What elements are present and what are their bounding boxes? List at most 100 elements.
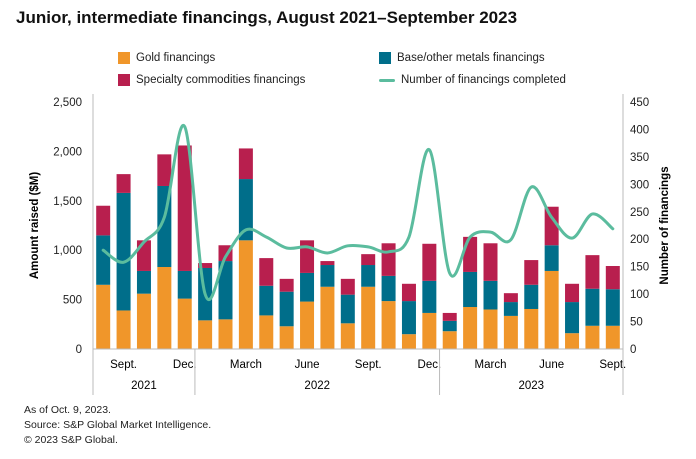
bar-gold: [544, 270, 559, 349]
bar-gold: [279, 326, 294, 349]
bar-specialty: [238, 148, 253, 180]
bar-base: [401, 301, 416, 335]
bar-specialty: [585, 255, 600, 289]
bar-base: [136, 270, 151, 294]
bar-base: [340, 294, 355, 324]
left-tick-label: 2,000: [53, 146, 82, 158]
month-label: Dec.: [418, 359, 442, 371]
legend-label-gold: Gold financings: [136, 52, 216, 64]
bar-gold: [442, 331, 457, 349]
bar-gold: [320, 286, 335, 349]
bar-gold: [483, 309, 498, 349]
bar-specialty: [565, 283, 580, 303]
bar-specialty: [422, 243, 437, 281]
bar-gold: [401, 334, 416, 349]
year-label: 2023: [518, 380, 544, 392]
right-tick-label: 150: [630, 262, 649, 274]
legend-item-gold: Gold financings: [118, 52, 215, 64]
bar-gold: [381, 301, 396, 349]
bar-specialty: [340, 278, 355, 295]
bar-base: [463, 271, 478, 308]
chart-title: Junior, intermediate financings, August …: [16, 8, 518, 27]
footer-as-of: As of Oct. 9, 2023.: [24, 404, 111, 416]
legend-label-base: Base/other metals financings: [397, 52, 545, 64]
bar-base: [544, 245, 559, 271]
bar-base: [116, 192, 131, 311]
bar-base: [259, 285, 274, 316]
right-tick-label: 300: [630, 179, 649, 191]
bar-specialty: [300, 240, 315, 273]
bar-specialty: [157, 154, 172, 186]
right-tick-label: 50: [630, 317, 643, 329]
month-label: March: [230, 359, 262, 371]
right-tick-label: 350: [630, 152, 649, 164]
right-tick-label: 400: [630, 124, 649, 136]
legend-item-specialty: Specialty commodities financings: [118, 74, 305, 86]
month-label: June: [539, 359, 564, 371]
bar-gold: [605, 325, 620, 349]
right-tick-label: 200: [630, 234, 649, 246]
bar-base: [300, 272, 315, 302]
bar-specialty: [524, 260, 539, 285]
bar-gold: [585, 325, 600, 349]
month-label: March: [475, 359, 507, 371]
left-tick-label: 2,500: [53, 97, 82, 109]
bar-gold: [198, 320, 213, 349]
month-label: June: [295, 359, 320, 371]
bar-gold: [96, 284, 111, 349]
legend-line-count: [379, 78, 395, 82]
month-label: Sept.: [599, 359, 626, 371]
bar-gold: [116, 310, 131, 349]
bar-gold: [503, 315, 518, 349]
month-label: Sept.: [355, 359, 382, 371]
bar-specialty: [259, 258, 274, 286]
bar-base: [177, 270, 192, 299]
legend-label-count: Number of financings completed: [401, 74, 566, 86]
bar-gold: [259, 315, 274, 349]
bar-gold: [177, 298, 192, 349]
bar-base: [381, 275, 396, 302]
bar-gold: [218, 319, 233, 349]
bar-gold: [361, 286, 376, 349]
bar-base: [585, 288, 600, 326]
bar-base: [96, 235, 111, 285]
bar-base: [524, 284, 539, 309]
bar-specialty: [483, 243, 498, 281]
bar-specialty: [463, 236, 478, 272]
footer-source: Source: S&P Global Market Intelligence.: [24, 419, 212, 431]
bar-specialty: [503, 293, 518, 303]
bar-specialty: [116, 174, 131, 193]
bar-specialty: [442, 312, 457, 321]
bar-specialty: [401, 283, 416, 302]
legend-item-base: Base/other metals financings: [379, 52, 545, 64]
right-tick-label: 450: [630, 97, 649, 109]
bar-specialty: [279, 278, 294, 292]
left-axis-title: Amount raised ($M): [29, 172, 41, 280]
bar-specialty: [96, 205, 111, 236]
left-tick-label: 500: [63, 295, 82, 307]
legend-item-count: Number of financings completed: [379, 74, 566, 86]
bar-base: [503, 302, 518, 316]
bar-specialty: [136, 240, 151, 271]
left-tick-label: 1,000: [53, 245, 82, 257]
year-label: 2022: [304, 380, 330, 392]
bar-base: [361, 265, 376, 287]
bar-gold: [422, 312, 437, 349]
bar-base: [279, 291, 294, 327]
bar-base: [218, 261, 233, 320]
year-label: 2021: [131, 380, 157, 392]
bar-gold: [157, 266, 172, 349]
bar-specialty: [381, 243, 396, 276]
month-label: Dec.: [173, 359, 197, 371]
right-axis-title: Number of financings: [659, 166, 671, 284]
right-tick-label: 0: [630, 344, 636, 356]
footer-copyright: © 2023 S&P Global.: [24, 434, 118, 446]
left-tick-label: 0: [76, 344, 82, 356]
bar-specialty: [198, 263, 213, 268]
bar-gold: [136, 293, 151, 349]
right-tick-label: 100: [630, 289, 649, 301]
bar-gold: [238, 240, 253, 349]
legend-swatch-specialty: [118, 74, 130, 86]
